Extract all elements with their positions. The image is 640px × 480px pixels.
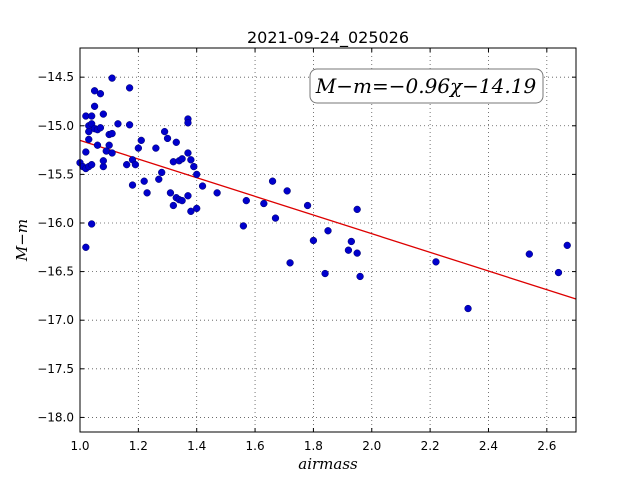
data-point [108,74,116,82]
data-point [353,249,361,257]
data-point [303,201,312,210]
chart-title: 2021-09-24_025026 [247,28,409,48]
data-point [99,157,107,165]
data-point [239,222,248,230]
data-point [356,272,364,281]
data-point [155,175,163,183]
data-point [152,144,160,152]
data-point [283,187,291,195]
x-tick-label: 1.8 [304,439,323,453]
data-point [82,148,90,156]
x-tick-label: 2.0 [362,439,381,453]
x-axis-ticks: 1.0 1.2 1.4 1.6 1.8 2.0 2.2 2.4 2.6 [70,48,556,453]
x-tick-label: 2.2 [421,439,440,453]
equation-box: M−m=−0.96χ−14.19 [309,68,544,104]
x-axis-label: airmass [298,455,358,473]
y-tick-label: −14.5 [37,70,74,84]
x-tick-label: 1.6 [246,439,265,453]
data-point [309,236,318,245]
data-point [88,161,96,169]
data-point [160,127,169,136]
data-point [85,135,93,144]
data-point [184,192,192,200]
data-point [190,162,198,171]
data-point [131,161,140,169]
data-point [193,204,201,213]
data-point [554,268,563,277]
data-point [88,220,96,228]
data-point [140,177,148,185]
data-point [286,259,294,267]
fit-line [79,139,577,300]
data-point [353,205,361,214]
y-tick-label: −15.5 [37,167,74,181]
data-point [108,149,116,157]
data-point [184,149,192,157]
plot-frame [79,47,577,433]
data-point [432,258,440,266]
data-point [114,120,122,128]
data-points [76,74,571,313]
x-tick-label: 2.6 [537,439,556,453]
data-point [143,189,151,197]
x-tick-label: 1.0 [70,439,89,453]
data-point [347,237,355,246]
x-tick-label: 2.4 [479,439,498,453]
data-point [96,90,105,98]
data-point [268,177,277,185]
equation-box-frame [309,68,544,104]
data-point [172,138,180,146]
data-point [134,144,143,152]
data-point [158,168,166,177]
data-point [169,201,178,210]
data-point [96,124,105,132]
y-tick-label: −16.5 [37,265,74,279]
data-point [123,161,131,169]
data-point [198,182,207,190]
y-axis-ticks: −14.5 −15.0 −15.5 −16.0 −16.5 −17.0 −17.5 −18.0 [37,70,576,424]
data-point [90,102,99,110]
data-point [88,112,96,120]
data-point [93,141,102,149]
y-tick-label: −15.0 [37,119,74,133]
data-point [125,84,134,92]
x-tick-label: 1.2 [129,439,148,453]
data-point [125,121,134,129]
data-point [166,189,175,197]
data-point [464,304,472,313]
y-tick-label: −16.0 [37,216,74,230]
data-point [85,127,93,136]
y-tick-label: −17.5 [37,362,74,376]
data-point [178,155,186,163]
fit-line-group [79,139,577,300]
data-point [108,129,116,138]
data-point [105,141,113,149]
data-point [213,189,221,197]
data-point [82,243,90,251]
data-point [271,214,280,222]
data-point [187,207,195,215]
data-point [321,269,329,278]
data-point [163,134,172,143]
x-tick-label: 1.4 [187,439,206,453]
data-point [563,241,571,249]
y-axis-label: M−m [13,219,31,262]
data-point [137,136,145,145]
data-point [99,110,107,118]
data-point [193,170,201,179]
y-tick-label: −17.0 [37,313,74,327]
data-point [187,156,195,164]
y-tick-label: −18.0 [37,410,74,424]
data-point [525,250,533,258]
data-point [344,246,353,254]
data-point [184,119,192,127]
data-point [260,199,268,208]
data-point [242,196,250,205]
data-point [90,87,99,95]
data-point [324,227,332,235]
fit-equation: M−m=−0.96χ−14.19 [315,74,537,98]
data-point [128,181,137,189]
data-point [178,196,186,205]
